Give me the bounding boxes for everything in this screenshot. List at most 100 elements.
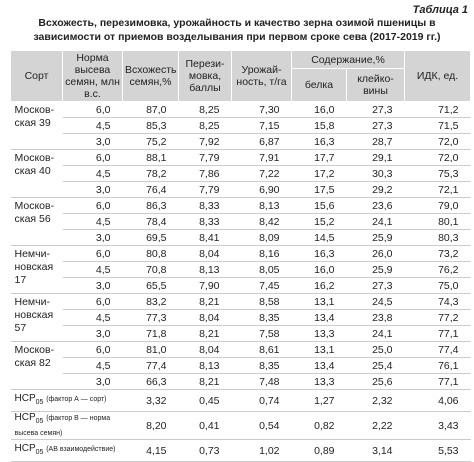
table-row: Москов-ская 82 6,0 81,0 8,04 8,61 13,1 25,0 77,… [10, 341, 471, 390]
value-cell: 24,1 [346, 325, 405, 342]
value-cell: 8,13 [178, 261, 232, 278]
variety-cell: Москов-ская 56 [10, 197, 63, 246]
value-cell: 13,4 [291, 357, 347, 374]
value-cell: 29,2 [346, 181, 405, 198]
table-row: Москов-ская 39 6,0 87,0 8,25 7,30 16,0 27,3 71,… [10, 101, 471, 150]
value-cell: 76,2 [404, 261, 471, 278]
value-cell: 7,91 [231, 149, 292, 166]
value-cell: 75,0 [404, 277, 471, 294]
value-cell: 7,86 [178, 165, 232, 182]
value-cell: 13,1 [291, 293, 347, 310]
value-cell: 74,3 [404, 293, 471, 310]
value-cell: 6,90 [231, 181, 292, 198]
value-cell: 81,0 [122, 341, 179, 358]
value-cell: 29,1 [346, 149, 405, 166]
value-cell: 13,1 [291, 341, 347, 358]
value-cell: 8,41 [178, 229, 232, 246]
value-cell: 8,04 [178, 341, 232, 358]
value-cell: 4,5 [62, 261, 123, 278]
value-cell: 3,43 [404, 411, 471, 440]
value-cell: 78,2 [122, 165, 179, 182]
value-cell: 17,2 [291, 165, 347, 182]
value-cell: 8,21 [178, 325, 232, 342]
table-row: 4,5 77,3 8,04 8,35 13,4 23,8 77,2 [11, 309, 471, 326]
lsd-level: 05 [35, 418, 44, 425]
lsd-label: НСР05 (фактор А — сорт) [10, 389, 123, 412]
lsd-name: НСР [14, 443, 36, 454]
value-cell: 24,1 [346, 213, 405, 230]
table-row: 3,0 71,8 8,21 7,58 13,3 24,1 77,1 [11, 325, 471, 342]
lsd-note: (АВ взаимодействие) [46, 446, 116, 453]
table-row: 3,0 75,2 7,92 6,87 16,3 28,7 72,0 [11, 133, 471, 150]
value-cell: 16,2 [291, 277, 347, 294]
value-cell: 4,5 [62, 165, 123, 182]
value-cell: 7,15 [231, 117, 292, 134]
value-cell: 23,6 [346, 197, 405, 214]
value-cell: 8,04 [178, 309, 232, 326]
value-cell: 7,48 [231, 373, 292, 390]
header-cell: белка [291, 68, 347, 102]
data-table: Сорт Норма высева семян, млн в.с. Всхоже… [10, 49, 471, 462]
value-cell: 8,25 [178, 117, 232, 134]
lsd-note: (фактор А — сорт) [46, 396, 107, 403]
value-cell: 0,74 [231, 389, 292, 412]
value-cell: 16,0 [291, 261, 347, 278]
value-cell: 2,32 [346, 389, 405, 412]
value-cell: 4,5 [62, 309, 123, 326]
header-cell: Норма высева семян, млн в.с. [62, 50, 123, 102]
value-cell: 28,7 [346, 133, 405, 150]
lsd-level: 05 [35, 449, 44, 456]
value-cell: 71,8 [122, 325, 179, 342]
value-cell: 23,8 [346, 309, 405, 326]
lsd-note: (фактор В — норма высева семян) [14, 415, 111, 437]
value-cell: 3,0 [62, 229, 123, 246]
table-row: 3,0 66,3 8,21 7,48 13,3 25,6 77,1 [11, 373, 471, 390]
value-cell: 6,0 [62, 149, 123, 166]
value-cell: 8,13 [178, 357, 232, 374]
header-cell: Сорт [10, 50, 63, 102]
value-cell: 13,3 [291, 373, 347, 390]
value-cell: 0,54 [231, 411, 292, 440]
value-cell: 4,5 [62, 213, 123, 230]
value-cell: 4,5 [62, 357, 123, 374]
value-cell: 15,2 [291, 213, 347, 230]
value-cell: 3,0 [62, 277, 123, 294]
table-row: Москов-ская 56 6,0 86,3 8,33 8,13 15,6 23,6 79,… [10, 197, 471, 246]
value-cell: 8,25 [178, 101, 232, 118]
value-cell: 14,5 [291, 229, 347, 246]
value-cell: 86,3 [122, 197, 179, 214]
value-cell: 6,87 [231, 133, 292, 150]
lsd-label: НСР05 (АВ взаимодействие) [10, 439, 123, 462]
value-cell: 27,3 [346, 101, 405, 118]
lsd-name: НСР [14, 412, 36, 423]
value-cell: 80,8 [122, 245, 179, 262]
lsd-row: НСР05 (фактор А — сорт) 3,32 0,45 0,74 1,27 2… [10, 389, 471, 412]
value-cell: 27,3 [346, 277, 405, 294]
value-cell: 8,33 [178, 197, 232, 214]
value-cell: 25,9 [346, 229, 405, 246]
value-cell: 71,5 [404, 117, 471, 134]
value-cell: 65,5 [122, 277, 179, 294]
table-row: Москов-ская 40 6,0 88,1 7,79 7,91 17,7 29,1 72,… [10, 149, 471, 198]
lsd-label: НСР05 (фактор В — норма высева семян) [10, 411, 123, 440]
value-cell: 7,79 [178, 181, 232, 198]
value-cell: 72,0 [404, 149, 471, 166]
value-cell: 71,2 [404, 101, 471, 118]
variety-cell: Немчи-новская 17 [10, 245, 63, 294]
value-cell: 77,2 [404, 309, 471, 326]
value-cell: 2,22 [346, 411, 405, 440]
value-cell: 24,5 [346, 293, 405, 310]
value-cell: 26,0 [346, 245, 405, 262]
value-cell: 13,3 [291, 325, 347, 342]
table-row: 4,5 77,4 8,13 8,35 13,4 25,4 76,1 [11, 357, 471, 374]
value-cell: 75,3 [404, 165, 471, 182]
value-cell: 7,58 [231, 325, 292, 342]
value-cell: 8,16 [231, 245, 292, 262]
value-cell: 0,82 [291, 411, 347, 440]
value-cell: 8,21 [178, 293, 232, 310]
value-cell: 66,3 [122, 373, 179, 390]
header-cell: Содержание,% [291, 49, 405, 70]
value-cell: 15,8 [291, 117, 347, 134]
value-cell: 3,14 [346, 439, 405, 462]
lsd-level: 05 [35, 399, 44, 406]
